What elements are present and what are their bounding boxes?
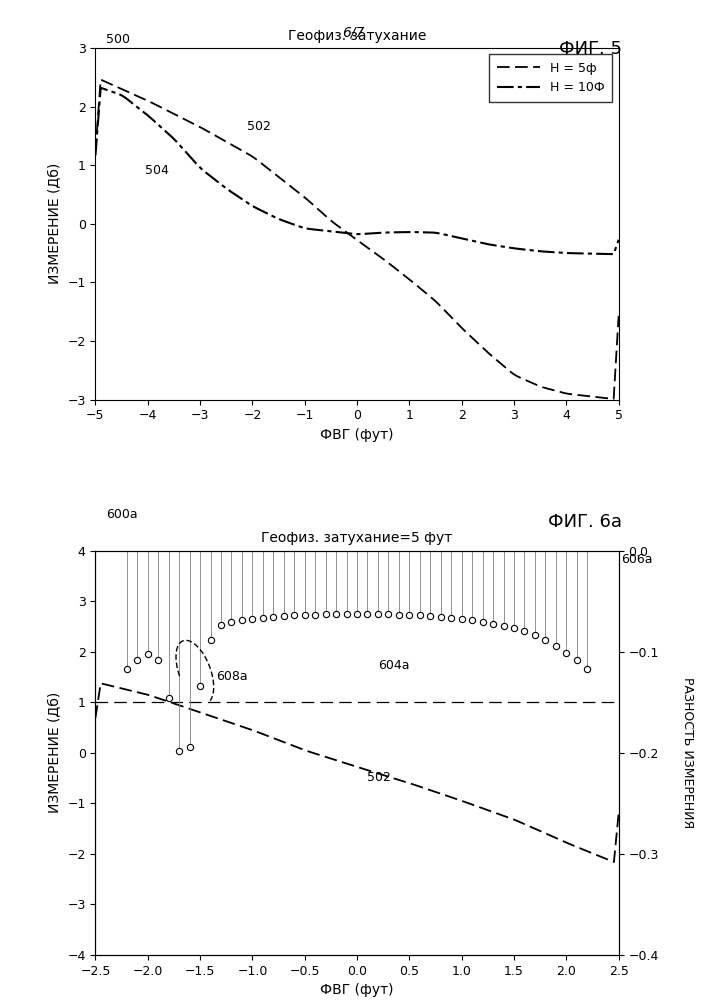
Н = 5ф bbox=[346, 229, 354, 241]
Н = 10Ф bbox=[503, 241, 512, 253]
Н = 5ф bbox=[609, 393, 618, 405]
X-axis label: ФВГ (фут): ФВГ (фут) bbox=[320, 428, 394, 442]
Line: Н = 10Ф: Н = 10Ф bbox=[95, 88, 619, 254]
Text: ФИГ. 6а: ФИГ. 6а bbox=[548, 513, 622, 531]
Н = 5ф bbox=[118, 83, 127, 95]
Н = 5ф bbox=[91, 145, 100, 157]
Н = 5ф bbox=[614, 310, 623, 322]
Н = 5ф bbox=[96, 74, 105, 86]
Н = 10Ф bbox=[346, 228, 354, 240]
Text: 502: 502 bbox=[368, 771, 392, 784]
Н = 10Ф bbox=[614, 234, 623, 246]
Text: 606а: 606а bbox=[621, 553, 653, 566]
Н = 10Ф bbox=[91, 149, 100, 161]
Line: Н = 5ф: Н = 5ф bbox=[95, 80, 619, 399]
Text: 604а: 604а bbox=[378, 659, 409, 672]
Text: 608а: 608а bbox=[216, 670, 247, 683]
Text: 600а: 600а bbox=[106, 508, 138, 521]
Legend: Н = 5ф, Н = 10Ф: Н = 5ф, Н = 10Ф bbox=[489, 54, 612, 102]
Н = 10Ф bbox=[600, 248, 608, 260]
Text: 502: 502 bbox=[247, 120, 271, 133]
Y-axis label: ИЗМЕРЕНИЕ (Дб): ИЗМЕРЕНИЕ (Дб) bbox=[48, 692, 62, 813]
Н = 5ф bbox=[503, 363, 512, 375]
Text: ФИГ. 5: ФИГ. 5 bbox=[559, 40, 622, 58]
Н = 10Ф bbox=[609, 248, 618, 260]
Н = 10Ф bbox=[332, 226, 341, 238]
Text: 504: 504 bbox=[145, 164, 169, 177]
Н = 5ф bbox=[600, 392, 608, 404]
Н = 10Ф bbox=[118, 90, 127, 102]
Н = 5ф bbox=[600, 392, 608, 404]
Text: 500: 500 bbox=[106, 33, 130, 46]
Text: 6/7: 6/7 bbox=[342, 25, 365, 39]
Title: Геофиз. затухание: Геофиз. затухание bbox=[288, 29, 426, 43]
Y-axis label: РАЗНОСТЬ ИЗМЕРЕНИЯ: РАЗНОСТЬ ИЗМЕРЕНИЯ bbox=[681, 677, 694, 828]
Title: Геофиз. затухание=5 фут: Геофиз. затухание=5 фут bbox=[262, 531, 452, 545]
Н = 10Ф bbox=[96, 82, 105, 94]
X-axis label: ФВГ (фут): ФВГ (фут) bbox=[320, 983, 394, 997]
Н = 10Ф bbox=[600, 248, 608, 260]
Y-axis label: ИЗМЕРЕНИЕ (Дб): ИЗМЕРЕНИЕ (Дб) bbox=[48, 163, 62, 284]
Н = 5ф bbox=[332, 219, 341, 231]
